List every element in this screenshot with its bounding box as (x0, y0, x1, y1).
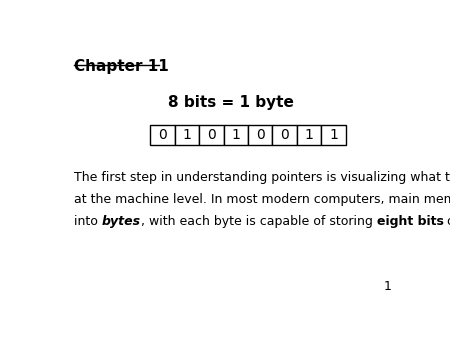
Bar (175, 125, 199, 145)
Text: Chapter 11: Chapter 11 (74, 59, 168, 74)
Text: into: into (74, 215, 102, 228)
Bar (150, 125, 175, 145)
Bar (273, 125, 297, 145)
Text: bytes: bytes (102, 215, 141, 228)
Text: 1: 1 (231, 128, 240, 142)
Text: of information:: of information: (443, 215, 450, 228)
Text: at the machine level. In most modern computers, main memory is divided: at the machine level. In most modern com… (74, 193, 450, 206)
Bar (199, 125, 224, 145)
Bar (224, 125, 248, 145)
Text: 1: 1 (383, 280, 391, 293)
Text: 1: 1 (329, 128, 338, 142)
Text: 0: 0 (256, 128, 265, 142)
Bar (248, 125, 273, 145)
Text: 0: 0 (158, 128, 167, 142)
Text: , with each byte is capable of storing: , with each byte is capable of storing (141, 215, 377, 228)
Text: The first step in understanding pointers is visualizing what they represent: The first step in understanding pointers… (74, 171, 450, 184)
Bar (297, 125, 321, 145)
Text: 0: 0 (207, 128, 216, 142)
Text: 8 bits = 1 byte: 8 bits = 1 byte (168, 95, 293, 110)
Bar (321, 125, 346, 145)
Text: 1: 1 (183, 128, 191, 142)
Text: 0: 0 (280, 128, 289, 142)
Text: eight bits: eight bits (377, 215, 443, 228)
Text: 1: 1 (305, 128, 314, 142)
